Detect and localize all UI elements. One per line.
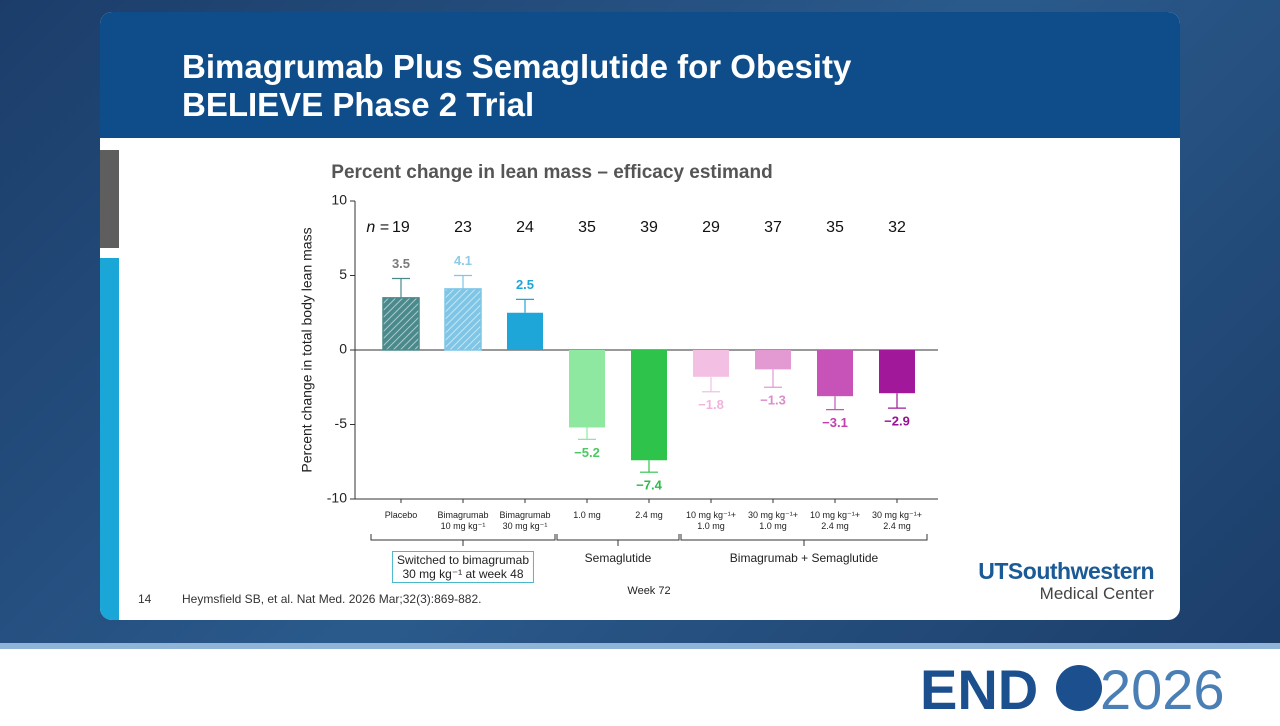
slide-title: Bimagrumab Plus Semaglutide for Obesity (182, 48, 852, 85)
n-label: 39 (640, 219, 658, 236)
conference-year: 2026 (1100, 658, 1225, 721)
x-tick-label: Bimagrumab 10 mg kg⁻¹ (437, 510, 489, 531)
footer-band: END 2026 (0, 643, 1280, 726)
n-label: 32 (888, 219, 906, 236)
bar (507, 312, 543, 350)
y-tick-label: 0 (339, 341, 347, 357)
slide-header: Bimagrumab Plus Semaglutide for Obesity … (100, 12, 1180, 138)
y-tick-label: 5 (339, 266, 347, 282)
page-number: 14 (138, 592, 152, 606)
y-tick-label: 10 (331, 192, 347, 208)
x-tick-label: 1.0 mg (573, 510, 601, 520)
bar (693, 350, 729, 377)
error-bar (702, 376, 720, 393)
x-tick-label: Bimagrumab 30 mg kg⁻¹ (499, 510, 551, 531)
value-label: −1.8 (698, 397, 724, 412)
bar (631, 350, 667, 461)
error-bar (826, 396, 844, 411)
x-tick-label: Placebo (384, 510, 418, 520)
n-label: 19 (392, 219, 410, 236)
x-tick-label: 2.4 mg (635, 510, 663, 520)
globe-icon (1056, 665, 1102, 711)
error-bar (516, 298, 534, 313)
value-label: 3.5 (392, 256, 410, 271)
x-axis-label: Week 72 (627, 585, 670, 597)
n-label: 35 (578, 219, 596, 236)
y-tick-label: -5 (335, 415, 348, 431)
value-label: 2.5 (516, 277, 534, 292)
citation: Heymsfield SB, et al. Nat Med. 2026 Mar;… (182, 592, 482, 606)
bar (879, 350, 915, 394)
error-bar (392, 277, 410, 298)
group-bracket (556, 534, 680, 546)
error-bar (454, 274, 472, 289)
bar (755, 350, 791, 370)
bar-hatch (444, 288, 482, 351)
bar (569, 350, 605, 428)
bar-hatch (382, 297, 420, 351)
y-axis-label: Percent change in total body lean mass (299, 227, 315, 472)
x-tick-label: 30 mg kg⁻¹+ 2.4 mg (871, 510, 923, 531)
logo-subtitle: Medical Center (1039, 584, 1154, 603)
x-tick-label: 10 mg kg⁻¹+ 2.4 mg (809, 510, 861, 531)
group-bracket (370, 534, 556, 546)
value-label: −1.3 (760, 393, 786, 408)
group-bracket (680, 534, 928, 546)
logo: UTSouthwestern (978, 558, 1154, 584)
group-label: Bimagrumab + Semaglutide (729, 551, 879, 565)
error-bar (640, 460, 658, 473)
n-prefix: n = (366, 219, 389, 236)
value-label: 4.1 (454, 253, 472, 268)
value-label: −3.1 (822, 415, 848, 430)
error-bar (764, 369, 782, 388)
x-tick-label: 30 mg kg⁻¹+ 1.0 mg (747, 510, 799, 531)
n-label: 23 (454, 219, 472, 236)
value-label: −5.2 (574, 445, 600, 460)
group-label: Switched to bimagrumab 30 mg kg⁻¹ at wee… (391, 551, 535, 583)
n-label: 35 (826, 219, 844, 236)
slide: Bimagrumab Plus Semaglutide for Obesity … (100, 12, 1180, 620)
error-bar (888, 393, 906, 409)
y-tick-label: -10 (327, 490, 347, 506)
accent-bar (100, 150, 119, 248)
slide-title: BELIEVE Phase 2 Trial (182, 86, 535, 123)
value-label: −7.4 (636, 478, 662, 493)
group-label: Semaglutide (584, 551, 652, 565)
accent-bar (100, 258, 119, 620)
bar (817, 350, 853, 397)
n-label: 24 (516, 219, 534, 236)
conference-logo: END (920, 658, 1039, 721)
n-label: 29 (702, 219, 720, 236)
chart-title: Percent change in lean mass – efficacy e… (331, 162, 772, 183)
error-bar (578, 427, 596, 440)
value-label: −2.9 (884, 414, 910, 429)
n-label: 37 (764, 219, 782, 236)
x-tick-label: 10 mg kg⁻¹+ 1.0 mg (685, 510, 737, 531)
